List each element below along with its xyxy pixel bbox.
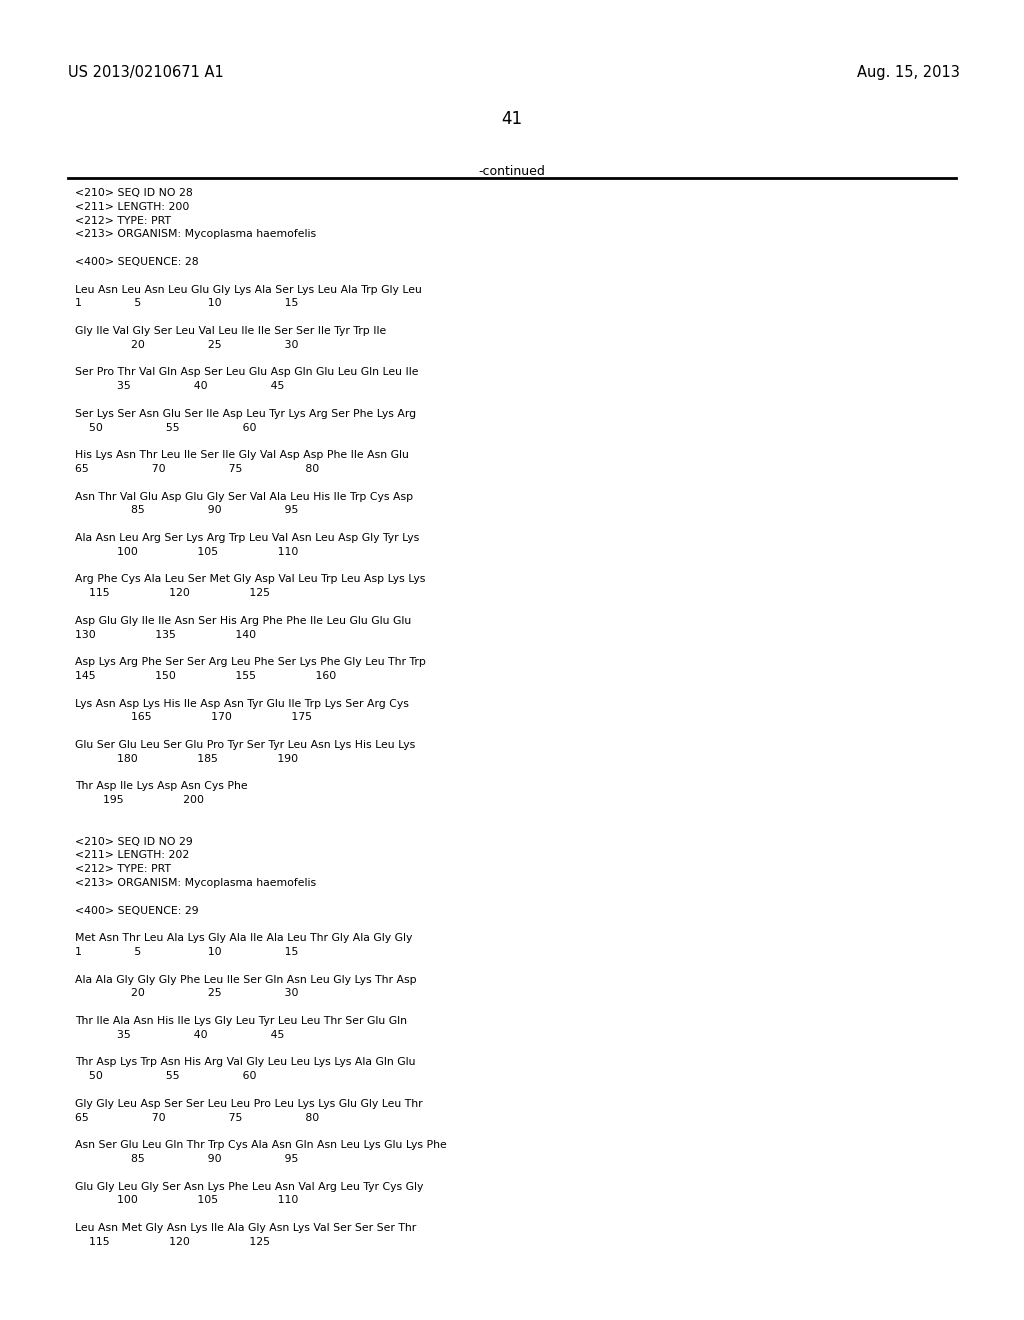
Text: Glu Ser Glu Leu Ser Glu Pro Tyr Ser Tyr Leu Asn Lys His Leu Lys: Glu Ser Glu Leu Ser Glu Pro Tyr Ser Tyr … [75,741,416,750]
Text: Glu Gly Leu Gly Ser Asn Lys Phe Leu Asn Val Arg Leu Tyr Cys Gly: Glu Gly Leu Gly Ser Asn Lys Phe Leu Asn … [75,1181,423,1192]
Text: US 2013/0210671 A1: US 2013/0210671 A1 [68,65,224,81]
Text: 35                  40                  45: 35 40 45 [75,381,285,391]
Text: 195                 200: 195 200 [75,795,204,805]
Text: 115                 120                 125: 115 120 125 [75,1237,270,1247]
Text: Thr Ile Ala Asn His Ile Lys Gly Leu Tyr Leu Leu Thr Ser Glu Gln: Thr Ile Ala Asn His Ile Lys Gly Leu Tyr … [75,1016,407,1026]
Text: 20                  25                  30: 20 25 30 [75,339,299,350]
Text: Thr Asp Ile Lys Asp Asn Cys Phe: Thr Asp Ile Lys Asp Asn Cys Phe [75,781,248,792]
Text: <213> ORGANISM: Mycoplasma haemofelis: <213> ORGANISM: Mycoplasma haemofelis [75,230,316,239]
Text: 65                  70                  75                  80: 65 70 75 80 [75,1113,319,1122]
Text: Gly Ile Val Gly Ser Leu Val Leu Ile Ile Ser Ser Ile Tyr Trp Ile: Gly Ile Val Gly Ser Leu Val Leu Ile Ile … [75,326,386,337]
Text: Ser Pro Thr Val Gln Asp Ser Leu Glu Asp Gln Glu Leu Gln Leu Ile: Ser Pro Thr Val Gln Asp Ser Leu Glu Asp … [75,367,419,378]
Text: <211> LENGTH: 200: <211> LENGTH: 200 [75,202,189,211]
Text: 85                  90                  95: 85 90 95 [75,506,298,515]
Text: <400> SEQUENCE: 29: <400> SEQUENCE: 29 [75,906,199,916]
Text: Thr Asp Lys Trp Asn His Arg Val Gly Leu Leu Lys Lys Ala Gln Glu: Thr Asp Lys Trp Asn His Arg Val Gly Leu … [75,1057,416,1068]
Text: Asp Lys Arg Phe Ser Ser Arg Leu Phe Ser Lys Phe Gly Leu Thr Trp: Asp Lys Arg Phe Ser Ser Arg Leu Phe Ser … [75,657,426,667]
Text: Aug. 15, 2013: Aug. 15, 2013 [857,65,961,81]
Text: 50                  55                  60: 50 55 60 [75,422,256,433]
Text: Asn Ser Glu Leu Gln Thr Trp Cys Ala Asn Gln Asn Leu Lys Glu Lys Phe: Asn Ser Glu Leu Gln Thr Trp Cys Ala Asn … [75,1140,446,1150]
Text: Ala Asn Leu Arg Ser Lys Arg Trp Leu Val Asn Leu Asp Gly Tyr Lys: Ala Asn Leu Arg Ser Lys Arg Trp Leu Val … [75,533,419,543]
Text: Asp Glu Gly Ile Ile Asn Ser His Arg Phe Phe Ile Leu Glu Glu Glu: Asp Glu Gly Ile Ile Asn Ser His Arg Phe … [75,616,412,626]
Text: 35                  40                  45: 35 40 45 [75,1030,285,1040]
Text: Asn Thr Val Glu Asp Glu Gly Ser Val Ala Leu His Ile Trp Cys Asp: Asn Thr Val Glu Asp Glu Gly Ser Val Ala … [75,491,413,502]
Text: 100                 105                 110: 100 105 110 [75,546,298,557]
Text: Leu Asn Met Gly Asn Lys Ile Ala Gly Asn Lys Val Ser Ser Ser Thr: Leu Asn Met Gly Asn Lys Ile Ala Gly Asn … [75,1224,416,1233]
Text: 1               5                   10                  15: 1 5 10 15 [75,946,298,957]
Text: Leu Asn Leu Asn Leu Glu Gly Lys Ala Ser Lys Leu Ala Trp Gly Leu: Leu Asn Leu Asn Leu Glu Gly Lys Ala Ser … [75,285,422,294]
Text: 65                  70                  75                  80: 65 70 75 80 [75,465,319,474]
Text: 180                 185                 190: 180 185 190 [75,754,298,764]
Text: Gly Gly Leu Asp Ser Ser Leu Leu Pro Leu Lys Lys Glu Gly Leu Thr: Gly Gly Leu Asp Ser Ser Leu Leu Pro Leu … [75,1098,423,1109]
Text: 145                 150                 155                 160: 145 150 155 160 [75,671,336,681]
Text: <400> SEQUENCE: 28: <400> SEQUENCE: 28 [75,257,199,267]
Text: His Lys Asn Thr Leu Ile Ser Ile Gly Val Asp Asp Phe Ile Asn Glu: His Lys Asn Thr Leu Ile Ser Ile Gly Val … [75,450,409,461]
Text: <212> TYPE: PRT: <212> TYPE: PRT [75,215,171,226]
Text: Lys Asn Asp Lys His Ile Asp Asn Tyr Glu Ile Trp Lys Ser Arg Cys: Lys Asn Asp Lys His Ile Asp Asn Tyr Glu … [75,698,409,709]
Text: Ala Ala Gly Gly Gly Phe Leu Ile Ser Gln Asn Leu Gly Lys Thr Asp: Ala Ala Gly Gly Gly Phe Leu Ile Ser Gln … [75,974,417,985]
Text: Ser Lys Ser Asn Glu Ser Ile Asp Leu Tyr Lys Arg Ser Phe Lys Arg: Ser Lys Ser Asn Glu Ser Ile Asp Leu Tyr … [75,409,416,418]
Text: 130                 135                 140: 130 135 140 [75,630,256,640]
Text: Arg Phe Cys Ala Leu Ser Met Gly Asp Val Leu Trp Leu Asp Lys Lys: Arg Phe Cys Ala Leu Ser Met Gly Asp Val … [75,574,425,585]
Text: 1               5                   10                  15: 1 5 10 15 [75,298,298,309]
Text: <211> LENGTH: 202: <211> LENGTH: 202 [75,850,189,861]
Text: <210> SEQ ID NO 28: <210> SEQ ID NO 28 [75,187,193,198]
Text: 20                  25                  30: 20 25 30 [75,989,299,998]
Text: <210> SEQ ID NO 29: <210> SEQ ID NO 29 [75,837,193,846]
Text: 100                 105                 110: 100 105 110 [75,1196,298,1205]
Text: <212> TYPE: PRT: <212> TYPE: PRT [75,865,171,874]
Text: 85                  90                  95: 85 90 95 [75,1154,298,1164]
Text: 165                 170                 175: 165 170 175 [75,713,312,722]
Text: -continued: -continued [478,165,546,178]
Text: 50                  55                  60: 50 55 60 [75,1072,256,1081]
Text: 115                 120                 125: 115 120 125 [75,589,270,598]
Text: 41: 41 [502,110,522,128]
Text: Met Asn Thr Leu Ala Lys Gly Ala Ile Ala Leu Thr Gly Ala Gly Gly: Met Asn Thr Leu Ala Lys Gly Ala Ile Ala … [75,933,413,944]
Text: <213> ORGANISM: Mycoplasma haemofelis: <213> ORGANISM: Mycoplasma haemofelis [75,878,316,888]
